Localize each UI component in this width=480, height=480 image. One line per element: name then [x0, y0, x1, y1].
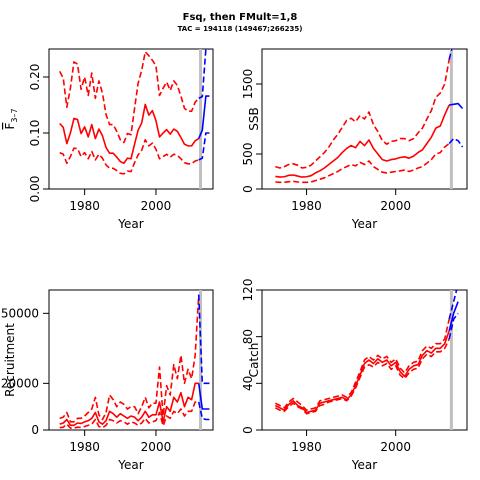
history-median-line: [274, 330, 450, 414]
x-tick-label: 1980: [69, 440, 100, 454]
history-upper-line: [274, 318, 450, 411]
plot-frame: [261, 289, 468, 431]
y-tick-label: 40: [241, 376, 255, 391]
x-tick-label: 2000: [141, 440, 172, 454]
y-tick-label: 0.10: [28, 120, 42, 147]
history-upper-line: [58, 50, 200, 144]
projection-lower-line: [198, 132, 210, 161]
x-tick-label: 2000: [380, 199, 411, 213]
x-tick-label: 2000: [141, 199, 172, 213]
y-tick-label: 500: [241, 143, 255, 166]
x-tick-label: 1980: [291, 199, 322, 213]
plot-frame: [261, 48, 468, 190]
x-tick-label: 1980: [69, 199, 100, 213]
panel-catch: 1980 2000 0 40 80 120 Year Catch: [241, 279, 468, 472]
history-median-line: [59, 103, 200, 165]
projection-upper-line: [448, 290, 458, 320]
history-median-line: [275, 104, 450, 178]
x-axis-label: Year: [351, 458, 377, 472]
series-group: [58, 49, 210, 175]
y-tick-label: 20000: [1, 376, 39, 390]
panel-fbar: 1980 2000 0.00 0.10 0.20 Year F3–7: [3, 48, 214, 231]
projection-upper-line: [197, 294, 210, 385]
y-axis-label: F3–7: [3, 108, 19, 129]
history-lower-line: [274, 338, 450, 415]
y-axis-label: Catch: [247, 343, 261, 378]
projection-lower-line: [448, 137, 464, 148]
history-upper-line: [59, 294, 200, 423]
panel-ssb: 1980 2000 0 500 1500 Year SSB: [241, 48, 468, 231]
projection-median-line: [448, 301, 459, 332]
projection-upper-line: [198, 49, 210, 100]
history-median-line: [59, 382, 199, 427]
projection-median-line: [449, 102, 464, 110]
x-axis-label: Year: [351, 217, 377, 231]
history-lower-line: [59, 401, 199, 429]
series-group: [275, 49, 464, 184]
series-group: [59, 294, 210, 429]
x-axis-label: Year: [117, 458, 143, 472]
projection-lower-line: [197, 401, 210, 421]
x-tick-label: 1980: [291, 440, 322, 454]
figure-subtitle: TAC = 194118 (149467;266235): [178, 25, 303, 33]
projection-median-line: [197, 383, 210, 410]
figure-title: Fsq, then FMult=1,8: [183, 12, 298, 23]
y-tick-label: 0: [241, 185, 255, 193]
projection-median-line: [198, 95, 210, 139]
plot-frame: [48, 48, 214, 190]
projection-lower-line: [448, 312, 459, 340]
y-tick-label: 1500: [241, 69, 255, 100]
y-axis-label: Recruitment: [3, 323, 17, 397]
series-group: [274, 290, 459, 415]
projection-upper-line: [448, 49, 453, 60]
x-axis-label: Year: [117, 217, 143, 231]
history-upper-line: [275, 59, 450, 169]
y-tick-label: 50000: [1, 306, 39, 320]
y-tick-label: 0.00: [28, 176, 42, 203]
plot-frame: [48, 289, 214, 431]
y-tick-label: 0: [31, 423, 39, 437]
history-lower-line: [275, 142, 450, 184]
y-tick-label: 120: [241, 279, 255, 302]
history-lower-line: [59, 138, 199, 175]
y-tick-label: 80: [241, 329, 255, 344]
y-tick-label: 0: [241, 426, 255, 434]
y-tick-label: 0.20: [28, 64, 42, 91]
x-tick-label: 2000: [380, 440, 411, 454]
y-axis-label: SSB: [247, 107, 261, 130]
